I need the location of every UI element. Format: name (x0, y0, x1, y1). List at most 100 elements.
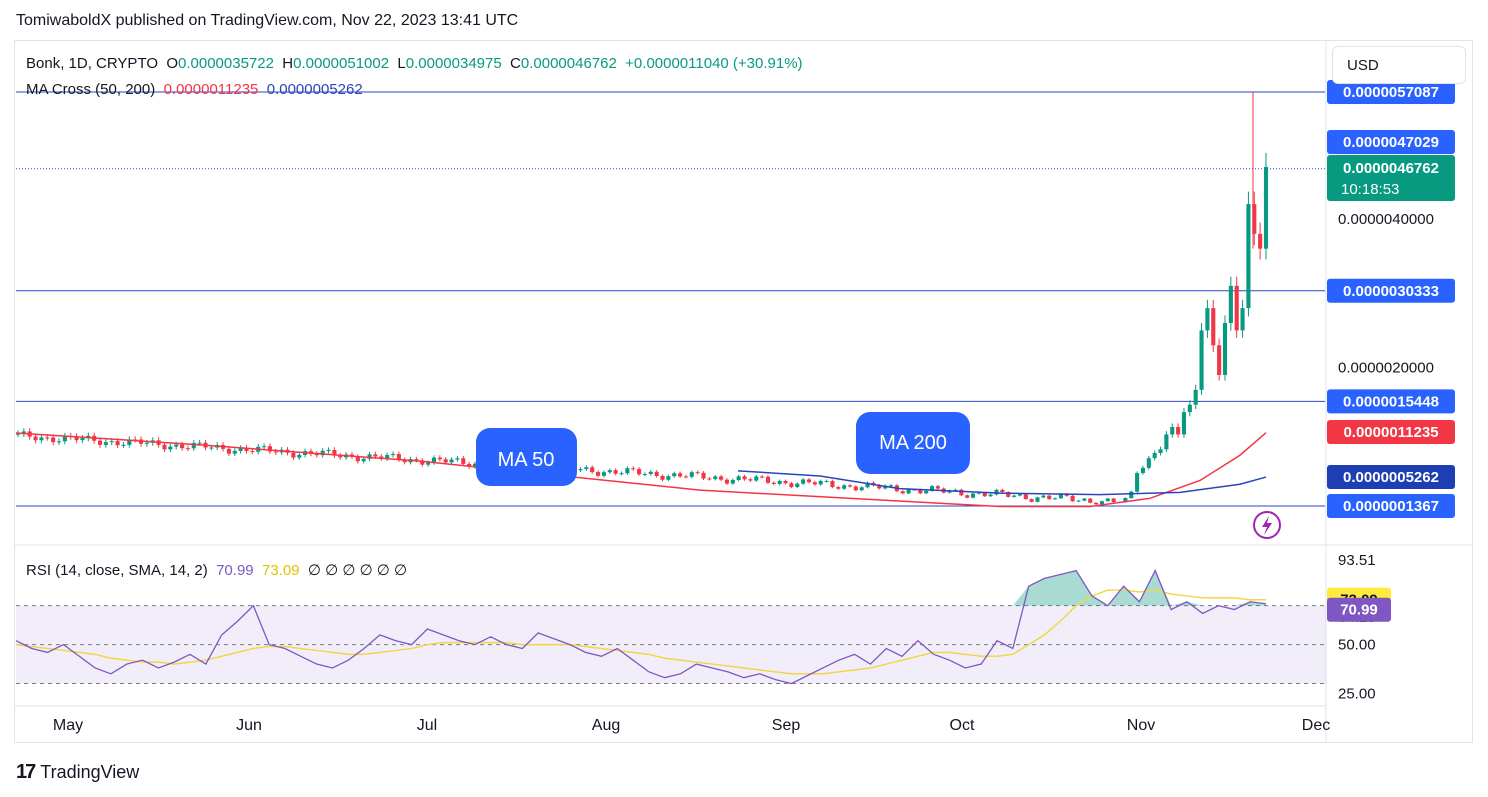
candle-body[interactable] (1246, 204, 1251, 309)
candle-body[interactable] (51, 437, 56, 443)
candle-body[interactable] (771, 482, 776, 484)
candle-body[interactable] (1035, 497, 1040, 502)
candle-body[interactable] (1263, 166, 1269, 249)
candle-body[interactable] (291, 452, 296, 458)
candle-body[interactable] (818, 480, 823, 485)
candle-body[interactable] (238, 447, 243, 451)
symbol-label[interactable]: Bonk, 1D, CRYPTO (26, 55, 158, 72)
lightning-icon[interactable] (1253, 511, 1281, 539)
candle-body[interactable] (431, 457, 437, 463)
candle-body[interactable] (836, 487, 841, 489)
candle-body[interactable] (783, 480, 788, 484)
candle-body[interactable] (1088, 498, 1093, 503)
candle-body[interactable] (326, 449, 331, 451)
candle-body[interactable] (789, 483, 794, 488)
rsi-legend-name[interactable]: RSI (14, close, SMA, 14, 2) (26, 562, 208, 579)
ma50-callout[interactable] (476, 428, 577, 486)
candle-body[interactable] (719, 476, 724, 480)
candle-body[interactable] (1222, 322, 1228, 375)
candle-body[interactable] (988, 494, 993, 497)
candle-body[interactable] (162, 444, 167, 450)
candle-body[interactable] (1076, 500, 1081, 502)
candle-body[interactable] (1094, 502, 1099, 505)
candle-body[interactable] (812, 482, 817, 485)
candle-body[interactable] (21, 431, 26, 434)
candle-body[interactable] (209, 447, 214, 449)
candle-body[interactable] (689, 472, 694, 477)
candle-body[interactable] (748, 479, 753, 481)
candle-body[interactable] (1047, 495, 1052, 500)
candle-body[interactable] (1205, 308, 1210, 331)
candle-body[interactable] (414, 459, 419, 461)
candle-body[interactable] (994, 489, 999, 495)
candle-body[interactable] (1240, 308, 1245, 331)
candle-body[interactable] (1140, 467, 1146, 474)
candle-body[interactable] (338, 455, 343, 458)
candle-body[interactable] (180, 444, 185, 449)
rsi-sma-line[interactable] (15, 589, 1267, 675)
candle-body[interactable] (232, 450, 237, 454)
candle-body[interactable] (1181, 412, 1187, 435)
candle-body[interactable] (115, 441, 120, 446)
candle-body[interactable] (437, 457, 442, 460)
candle-body[interactable] (426, 462, 431, 465)
candle-body[interactable] (174, 444, 179, 447)
candle-body[interactable] (924, 490, 929, 494)
candle-body[interactable] (965, 495, 970, 498)
candle-body[interactable] (1228, 285, 1233, 323)
candle-body[interactable] (865, 482, 870, 488)
candle-body[interactable] (1217, 345, 1222, 375)
candle-body[interactable] (1199, 330, 1204, 390)
candle-body[interactable] (707, 478, 712, 480)
candle-body[interactable] (56, 441, 62, 443)
candle-body[interactable] (1129, 491, 1134, 499)
candle-body[interactable] (683, 476, 688, 478)
candle-body[interactable] (637, 469, 642, 475)
candle-body[interactable] (449, 459, 454, 463)
candle-body[interactable] (853, 486, 858, 491)
candle-body[interactable] (472, 463, 478, 467)
candle-body[interactable] (109, 441, 114, 443)
candle-body[interactable] (385, 455, 390, 459)
candle-body[interactable] (1000, 489, 1005, 493)
candle-body[interactable] (461, 458, 466, 464)
candle-body[interactable] (742, 476, 747, 480)
candle-body[interactable] (625, 468, 630, 474)
candle-body[interactable] (824, 480, 829, 482)
candle-body[interactable] (355, 456, 360, 462)
candle-body[interactable] (1234, 285, 1239, 331)
candle-body[interactable] (1017, 494, 1022, 496)
candle-body[interactable] (1041, 495, 1046, 498)
candle-body[interactable] (1252, 204, 1257, 234)
candle-body[interactable] (906, 489, 911, 494)
candle-body[interactable] (390, 454, 396, 456)
candle-body[interactable] (648, 471, 653, 475)
candle-body[interactable] (842, 485, 847, 489)
candle-body[interactable] (713, 476, 718, 480)
candle-body[interactable] (619, 473, 624, 475)
candle-body[interactable] (660, 475, 665, 480)
candle-body[interactable] (420, 460, 425, 465)
candle-body[interactable] (402, 459, 407, 463)
rsi-line[interactable] (15, 569, 1267, 685)
candle-body[interactable] (185, 448, 190, 450)
candle-body[interactable] (1146, 458, 1151, 468)
candle-body[interactable] (1187, 404, 1192, 413)
candle-body[interactable] (900, 491, 905, 494)
candle-body[interactable] (765, 476, 771, 483)
candle-body[interactable] (1023, 494, 1028, 500)
candle-body[interactable] (39, 437, 44, 441)
candle-body[interactable] (666, 476, 671, 480)
candle-body[interactable] (1123, 498, 1128, 503)
candle-body[interactable] (695, 472, 700, 474)
candle-body[interactable] (929, 486, 935, 491)
candle-body[interactable] (1099, 501, 1104, 505)
candle-body[interactable] (1164, 434, 1169, 450)
candle-body[interactable] (273, 451, 278, 453)
candle-body[interactable] (654, 471, 659, 476)
candle-body[interactable] (935, 486, 940, 489)
ma50-line[interactable] (15, 432, 1267, 508)
candle-body[interactable] (730, 479, 735, 484)
candle-body[interactable] (859, 487, 864, 491)
